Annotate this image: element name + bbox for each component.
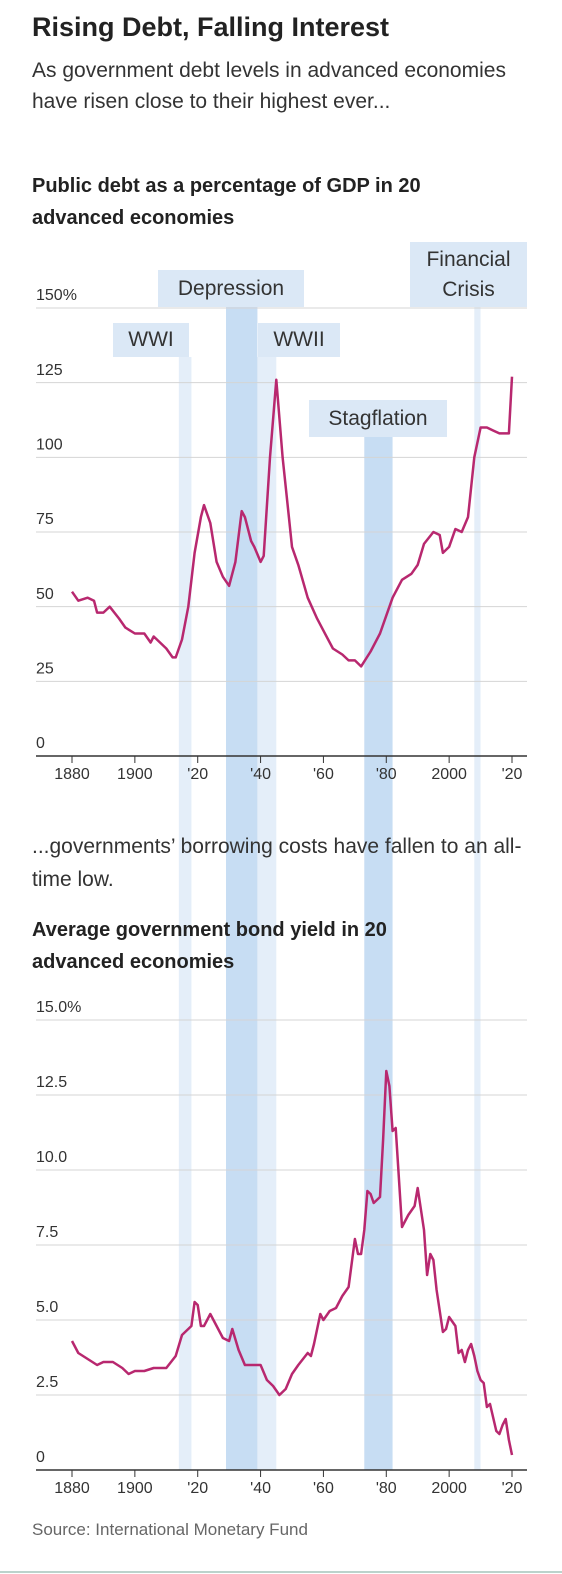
period-band — [474, 307, 481, 1470]
period-label: WWII — [273, 328, 325, 351]
x-tick-label: '60 — [313, 766, 334, 783]
y-tick-label: 125 — [36, 362, 63, 379]
period-band — [226, 307, 258, 1470]
x-tick-label: 1900 — [117, 766, 153, 783]
y-tick-label: 7.5 — [36, 1224, 58, 1241]
x-tick-label: '20 — [502, 1480, 523, 1497]
x-tick-label: '20 — [187, 1480, 208, 1497]
period-label: WWI — [128, 328, 174, 351]
period-label-box — [309, 400, 447, 437]
x-tick-label: '80 — [376, 1480, 397, 1497]
data-line — [70, 376, 514, 668]
period-label: Stagflation — [328, 406, 428, 430]
x-tick-label: 2000 — [431, 766, 467, 783]
chart-title: Public debt as a percentage of GDP in 20… — [32, 175, 421, 229]
y-tick-label: 150% — [36, 287, 77, 304]
period-band — [257, 357, 277, 1470]
x-tick-label: '20 — [502, 766, 523, 783]
page-title: Rising Debt, Falling Interest — [32, 12, 390, 42]
period-label: Depression — [177, 276, 285, 300]
page-subtitle: As government debt levels in advanced ec… — [32, 59, 506, 113]
x-tick-label: '40 — [250, 1480, 271, 1497]
x-tick-label: 1880 — [54, 766, 90, 783]
period-label-box — [113, 323, 189, 357]
y-tick-label: 5.0 — [36, 1299, 58, 1316]
x-tick-label: '80 — [376, 766, 397, 783]
period-label-box — [158, 270, 304, 307]
x-tick-label: 2000 — [431, 1480, 467, 1497]
source-note: Source: International Monetary Fund — [32, 1520, 308, 1539]
period-label-box — [258, 323, 340, 357]
y-tick-label: 0 — [36, 1449, 45, 1466]
period-label: Financial Crisis — [426, 247, 511, 301]
x-tick-label: '60 — [313, 1480, 334, 1497]
y-tick-label: 2.5 — [36, 1374, 58, 1391]
y-tick-label: 12.5 — [36, 1074, 67, 1091]
period-label-box — [410, 242, 527, 307]
chart-intro: ...governments’ borrowing costs have fal… — [32, 835, 522, 891]
x-tick-label: '20 — [187, 766, 208, 783]
x-tick-label: 1880 — [54, 1480, 90, 1497]
y-tick-label: 15.0% — [36, 999, 81, 1016]
y-tick-label: 25 — [36, 661, 54, 678]
y-tick-label: 10.0 — [36, 1149, 67, 1166]
y-tick-label: 100 — [36, 437, 63, 454]
y-tick-label: 50 — [36, 586, 54, 603]
y-tick-label: 75 — [36, 511, 54, 528]
x-tick-label: '40 — [250, 766, 271, 783]
y-tick-label: 0 — [36, 735, 45, 752]
x-tick-label: 1900 — [117, 1480, 153, 1497]
data-line — [70, 1069, 514, 1456]
chart-title: Average government bond yield in 20 adva… — [32, 919, 387, 973]
